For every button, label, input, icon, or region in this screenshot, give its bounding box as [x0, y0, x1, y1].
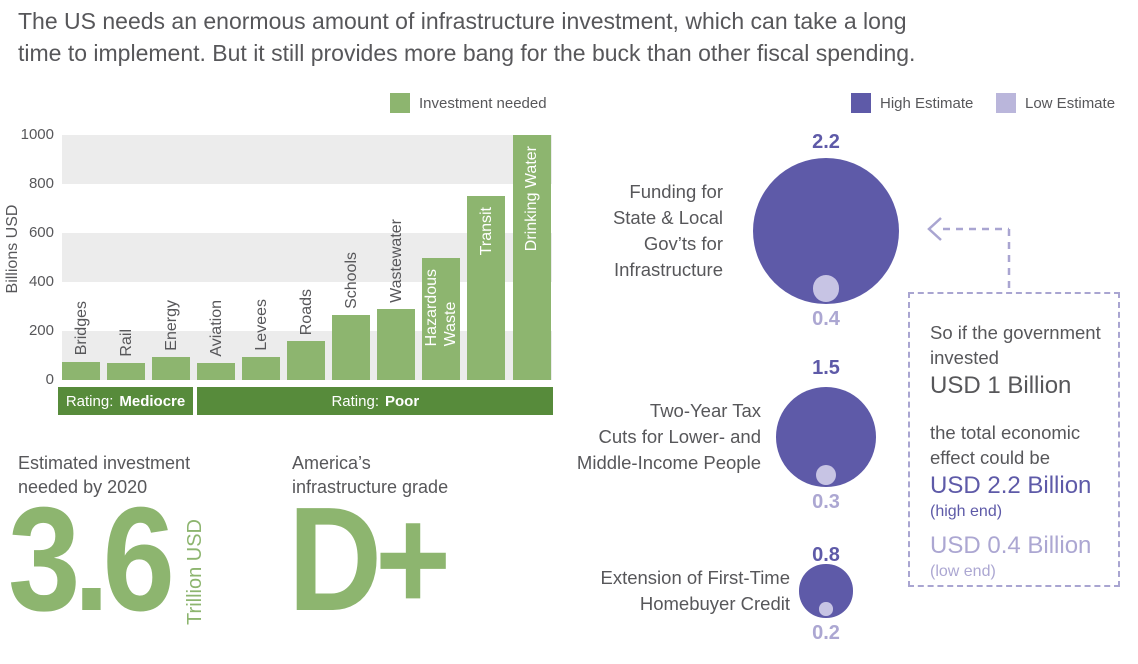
bar-label-wrap: Rail — [103, 329, 149, 357]
bar-label-wrap: Hazardous Waste — [422, 269, 460, 346]
stat-investment-unit: Trillion USD — [184, 519, 206, 625]
stat-investment-value: 3.6 — [8, 477, 175, 642]
bubble-low-circle — [816, 464, 836, 485]
title-line-2: time to implement. But it still provides… — [18, 40, 916, 66]
stat-grade-value: D+ — [288, 477, 451, 642]
bar-label: Levees — [252, 299, 270, 351]
page-title: The US needs an enormous amount of infra… — [18, 5, 1128, 69]
bar-plot: Bridges Rail Energy Aviation Levees Roads Scho… — [62, 135, 552, 380]
legend-label-high: High Estimate — [880, 94, 974, 112]
bar-rail — [107, 362, 146, 380]
bar-levees — [242, 356, 281, 380]
bar-label-wrap: Wastewater — [373, 219, 419, 303]
bar-chart-legend: Investment needed — [390, 93, 547, 113]
bubble-high-value: 2.2 — [812, 130, 840, 153]
bar-wastewater — [377, 308, 416, 380]
bar-label-wrap: Aviation — [193, 300, 239, 357]
bar-label: Energy — [162, 300, 180, 351]
callout-high-note: (high end) — [930, 503, 1003, 520]
y-tick: 200 — [28, 322, 54, 339]
callout-low-note: (low end) — [930, 563, 996, 580]
callout-invest-amount: USD 1 Billion — [930, 372, 1072, 399]
rating-prefix: Rating: — [331, 392, 379, 410]
bubble-legend-low: Low Estimate — [996, 93, 1115, 113]
legend-swatch-high-icon — [851, 93, 871, 113]
legend-swatch-low-icon — [996, 93, 1016, 113]
bar-label-wrap: Energy — [148, 300, 194, 351]
bubble-low-value: 0.4 — [812, 308, 840, 331]
callout-middle: the total economic effect could be — [930, 422, 1081, 468]
bubble-high-value: 1.5 — [812, 357, 840, 380]
legend-label-low: Low Estimate — [1025, 94, 1116, 112]
y-tick: 0 — [45, 371, 54, 388]
bubble-low-circle — [812, 275, 840, 303]
stat-grade-label: America’s infrastructure grade — [292, 453, 449, 497]
rating-value: Poor — [384, 392, 420, 410]
flow-arrow-icon — [927, 217, 1011, 294]
bubble-legend-high: High Estimate — [851, 93, 973, 113]
y-tick: 800 — [28, 175, 54, 192]
bar-drinking-water: Drinking Water — [512, 135, 551, 380]
grid-band — [62, 135, 552, 184]
bubble-label: Two-Year Tax Cuts for Lower- and Middle-… — [576, 400, 761, 473]
title-line-1: The US needs an enormous amount of infra… — [18, 8, 907, 34]
callout-intro: So if the government invested — [930, 322, 1101, 368]
bar-roads — [287, 340, 326, 380]
bar-label: Wastewater — [387, 219, 405, 303]
stat-investment-label: Estimated investment needed by 2020 — [18, 453, 191, 497]
callout-spacer — [930, 402, 1112, 420]
bar-label-wrap: Schools — [328, 252, 374, 309]
bar-bridges — [62, 361, 100, 380]
bubble-label: Funding for State & Local Gov’ts for Inf… — [612, 181, 723, 280]
bar-schools — [332, 315, 371, 380]
bubble-low-circle — [819, 602, 833, 616]
bar-label-wrap: Bridges — [58, 301, 104, 355]
bar-label: Hazardous Waste — [423, 268, 460, 346]
bar-label: Bridges — [72, 301, 90, 356]
bar-label: Aviation — [207, 300, 225, 357]
bar-label: Roads — [297, 288, 315, 335]
y-tick: 600 — [28, 224, 54, 241]
rating-badge-mediocre: Rating: Mediocre — [58, 387, 194, 415]
bar-label-wrap: Roads — [283, 289, 329, 335]
callout-high-amount: USD 2.2 Billion — [930, 472, 1092, 499]
bar-transit: Transit — [467, 196, 506, 380]
bar-aviation — [197, 362, 236, 380]
legend-swatch-investment-icon — [390, 93, 410, 113]
bar-label-wrap: Levees — [238, 299, 284, 351]
bar-hazardous-waste: Hazardous Waste — [422, 257, 461, 380]
bubble-low-value: 0.2 — [812, 621, 840, 644]
rating-badge-poor: Rating: Poor — [197, 387, 554, 415]
bubble-low-value: 0.3 — [812, 490, 840, 513]
rating-value: Mediocre — [119, 392, 186, 410]
y-tick: 400 — [28, 273, 54, 290]
legend-label-investment: Investment needed — [419, 94, 547, 112]
rating-prefix: Rating: — [65, 392, 114, 410]
callout-low-amount: USD 0.4 Billion — [930, 532, 1092, 559]
bubble-label: Extension of First-Time Homebuyer Credit — [600, 567, 791, 614]
bar-label: Rail — [117, 329, 135, 357]
callout-box: So if the government invested USD 1 Bill… — [908, 292, 1120, 587]
bar-label: Schools — [342, 252, 360, 310]
y-tick: 1000 — [20, 126, 54, 143]
bubble-high-value: 0.8 — [812, 544, 840, 567]
bar-energy — [152, 356, 191, 380]
